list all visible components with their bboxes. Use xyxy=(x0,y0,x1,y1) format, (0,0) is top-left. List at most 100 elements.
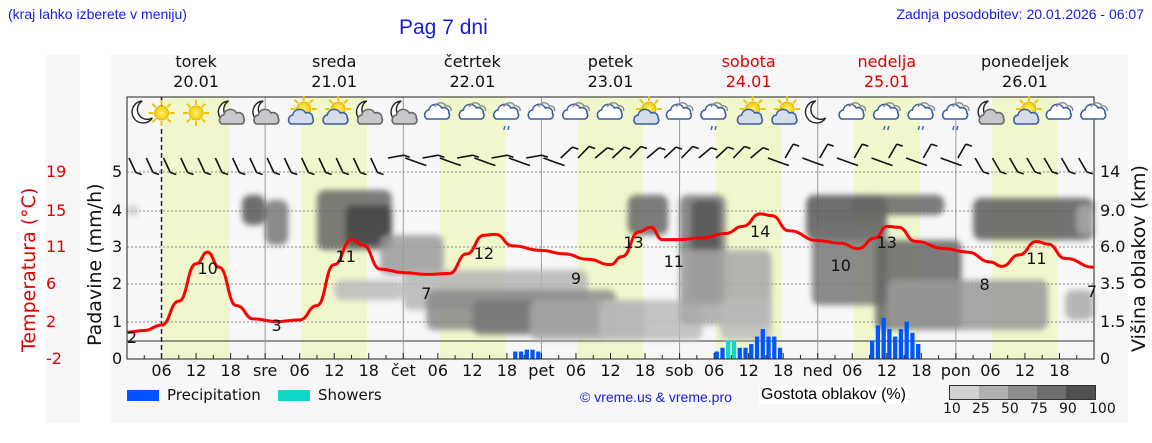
wind-barb-icon xyxy=(145,157,160,176)
cloud-icon xyxy=(527,102,556,120)
wind-barb-icon xyxy=(1043,157,1059,175)
wind-barb-icon xyxy=(214,157,229,176)
x-tick-label: 12 xyxy=(738,361,758,380)
cloud-density-label: Gostota oblakov (%) xyxy=(759,386,908,404)
wind-barb-icon xyxy=(698,146,718,159)
day-name: četrtek xyxy=(443,52,501,71)
wind-barb-icon xyxy=(491,154,514,159)
precip-bar xyxy=(898,329,904,359)
wind-barb-icon xyxy=(802,157,824,167)
wind-barb-icon xyxy=(422,154,445,159)
moonc-icon xyxy=(390,100,418,125)
precip-bar xyxy=(760,329,765,359)
x-tick-label: 18 xyxy=(1049,361,1069,380)
tick-label: 2 xyxy=(112,274,123,293)
precip-bar xyxy=(524,349,529,359)
x-tick-label: sre xyxy=(253,361,277,380)
precip-bar xyxy=(893,336,898,359)
wind-barb-icon xyxy=(646,146,666,159)
temp-value-label: 3 xyxy=(272,316,282,335)
x-tick-label: 18 xyxy=(497,361,517,380)
density-swatch xyxy=(1008,386,1037,399)
legend-showers-label: Showers xyxy=(318,386,382,404)
x-tick-label: 12 xyxy=(324,361,344,380)
wind-barb-icon xyxy=(128,157,143,176)
precip-bar xyxy=(777,347,783,359)
x-tick-label: 18 xyxy=(773,361,793,380)
x-tick-label: pet xyxy=(528,361,554,380)
wind-barb-icon xyxy=(784,143,800,159)
wind-barb-icon xyxy=(456,154,480,159)
x-tick-label: 12 xyxy=(600,361,620,380)
wind-barb-icon xyxy=(922,143,938,159)
temp-value-label: 8 xyxy=(980,275,990,294)
tick-label: 19 xyxy=(46,162,67,181)
rain-icon xyxy=(492,102,521,131)
rain-icon xyxy=(872,102,901,131)
temp-value-label: 14 xyxy=(750,222,770,241)
tick-label: 9.0 xyxy=(1100,201,1126,220)
wind-barb-icon xyxy=(197,157,212,176)
density-tick: 50 xyxy=(1001,401,1019,417)
day-header-1: sreda 21.01 xyxy=(264,52,404,92)
wind-barb-icon xyxy=(231,157,246,176)
cloud-icon xyxy=(1080,102,1108,120)
wind-barb-icon xyxy=(162,157,177,176)
day-name: ponedeljek xyxy=(980,52,1069,71)
tick-label: 1 xyxy=(112,312,123,331)
precip-bar xyxy=(772,336,777,359)
tick-label: 0 xyxy=(1100,349,1111,368)
x-tick-label: 06 xyxy=(289,361,309,380)
temp-value-label: 11 xyxy=(664,252,684,271)
wind-barb-icon xyxy=(335,157,350,176)
legend-precipitation-swatch xyxy=(127,390,159,401)
tick-label: 0 xyxy=(112,349,123,368)
wind-barb-icon xyxy=(508,157,531,167)
tick-label: 4 xyxy=(112,201,123,220)
cloud-icon xyxy=(1045,102,1074,120)
temp-value-label: 9 xyxy=(571,269,581,288)
moonc-icon xyxy=(252,100,280,125)
precip-bar xyxy=(766,336,771,359)
day-date: 22.01 xyxy=(449,72,496,91)
x-tick-label: 06 xyxy=(566,361,586,380)
temperature-axis-panel xyxy=(45,55,80,423)
day-date: 20.01 xyxy=(173,72,219,91)
x-tick-label: 12 xyxy=(462,361,482,380)
moonc-icon xyxy=(355,100,384,125)
precip-bar xyxy=(731,340,737,359)
cloud-icon xyxy=(838,102,867,120)
day-header-2: četrtek 22.01 xyxy=(402,52,542,92)
x-tick-label: 12 xyxy=(186,361,206,380)
header-hint[interactable]: (kraj lahko izberete v meniju) xyxy=(8,6,187,22)
wind-barb-icon xyxy=(439,157,462,167)
sunc-icon xyxy=(322,96,352,125)
rain-icon xyxy=(907,102,936,131)
wind-barb-icon xyxy=(836,157,859,167)
sunc-icon xyxy=(287,96,317,125)
precip-bar xyxy=(881,317,886,359)
tick-label: 1.5 xyxy=(1100,312,1126,331)
day-name: sobota xyxy=(721,52,776,71)
precip-bar xyxy=(887,329,892,359)
sun-icon xyxy=(148,100,175,126)
x-tick-label: čet xyxy=(391,361,416,380)
x-tick-label: 18 xyxy=(359,361,379,380)
tick-label: 3 xyxy=(112,237,123,256)
wind-barb-icon xyxy=(352,157,367,176)
precip-bar xyxy=(870,340,875,359)
day-header-3: petek 23.01 xyxy=(541,52,681,92)
density-swatch xyxy=(950,386,979,399)
legend-precipitation-label: Precipitation xyxy=(167,386,261,404)
wind-barb-icon xyxy=(767,157,790,167)
temp-value-label: 13 xyxy=(623,233,643,252)
density-swatch xyxy=(1066,386,1095,399)
tick-label: 6.0 xyxy=(1100,237,1126,256)
moon-icon xyxy=(131,100,153,124)
day-date: 24.01 xyxy=(725,72,772,91)
wind-barb-icon xyxy=(370,157,384,176)
x-tick-label: pon xyxy=(941,361,971,380)
temp-value-label: 10 xyxy=(831,256,851,275)
copyright-link[interactable]: © vreme.us & vreme.pro xyxy=(580,389,732,405)
